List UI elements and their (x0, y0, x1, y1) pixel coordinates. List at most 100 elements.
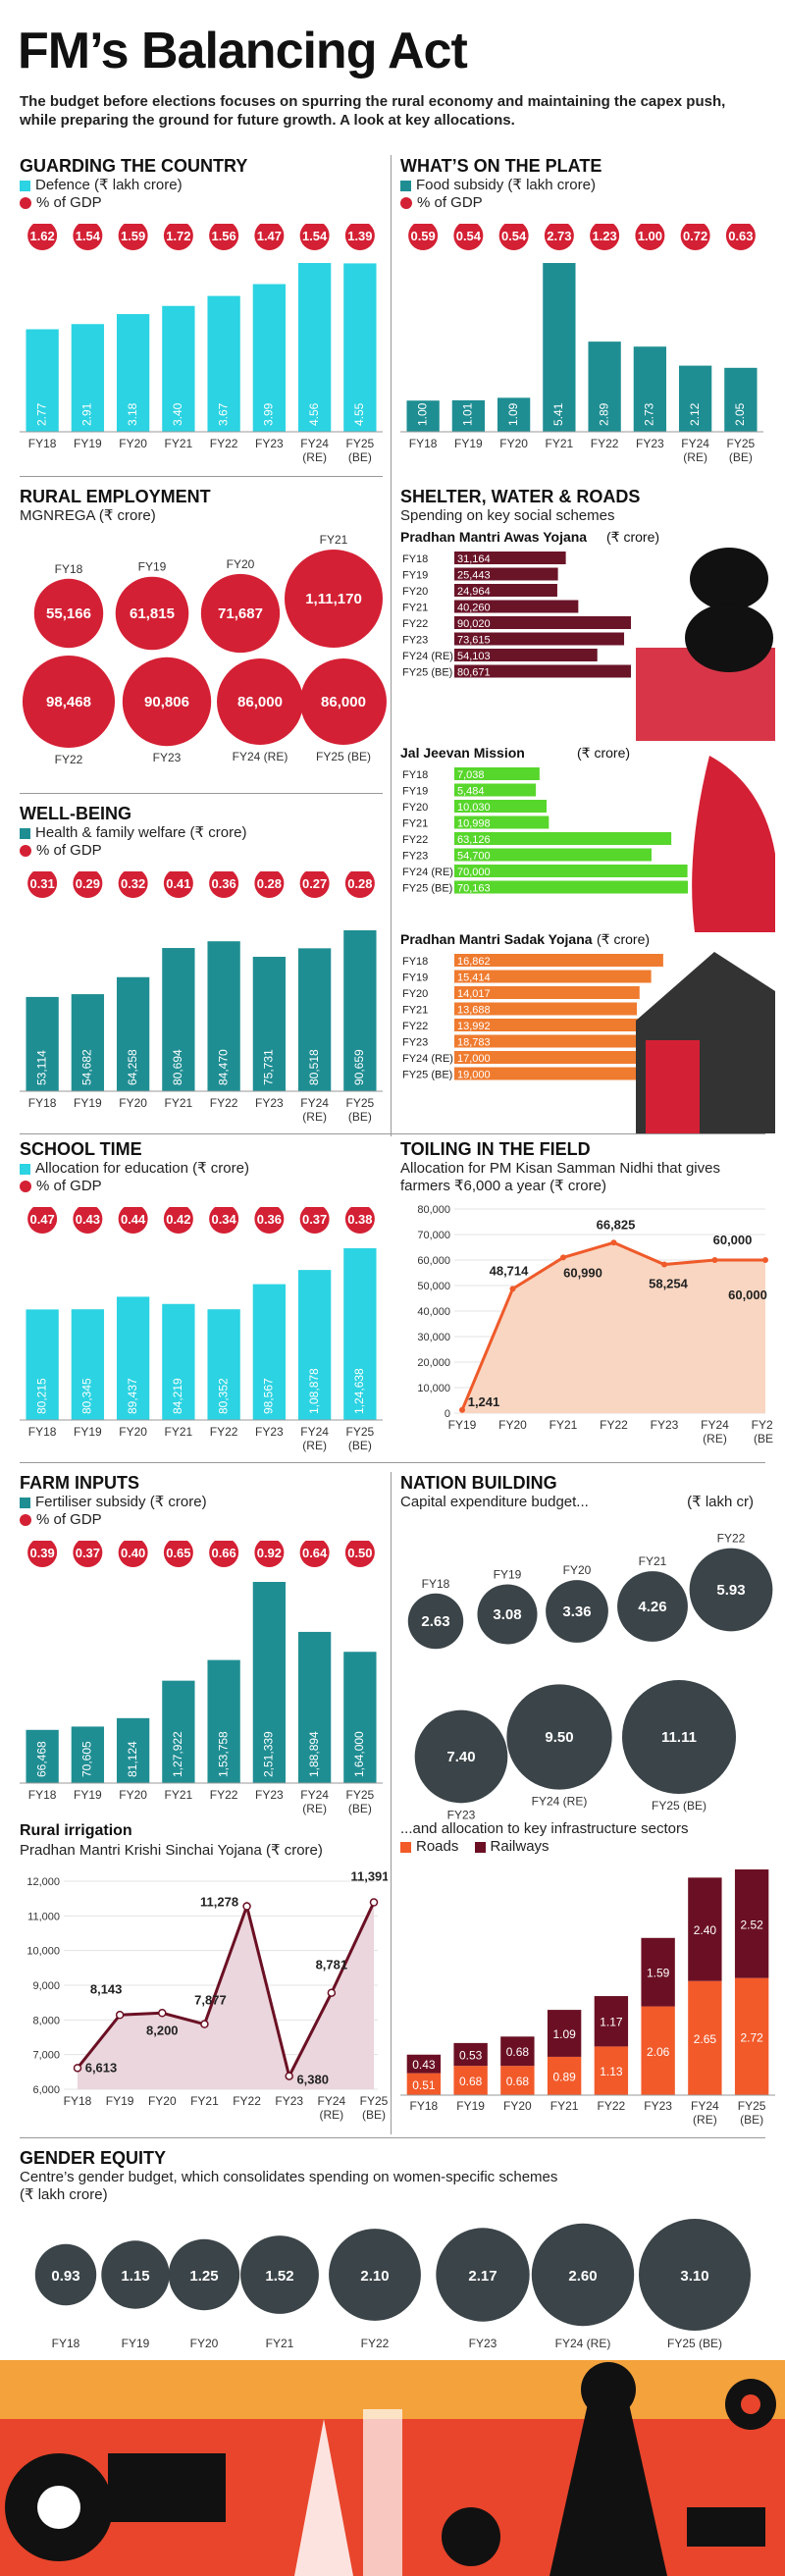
capex-chart: 2.63 FY18 3.08 FY19 3.36 FY20 4.26 FY21 5.93 FY22… (407, 1532, 773, 1820)
shelter-bar-0-7 (454, 664, 631, 678)
education-gdp-dot-3 (163, 1207, 193, 1234)
fertiliser-bar-label-7: 1,64,000 (352, 1731, 366, 1777)
fertiliser-bar-label-6: 1,88,894 (307, 1731, 321, 1777)
gdp-dot (20, 1514, 31, 1527)
gender-bubble-label-4: FY22 (361, 2337, 390, 2350)
gender-bubble-value-6: 2.60 (568, 2268, 597, 2285)
food-bar-label-7: 2.05 (733, 402, 747, 426)
irrigation-category-6: FY24 (318, 2094, 346, 2108)
education-title: SCHOOL TIME (20, 1139, 142, 1159)
education-bar-7 (343, 1248, 377, 1420)
fertiliser-gdp-dot-1 (73, 1541, 103, 1567)
infra-railways-label-7: 2.52 (740, 1918, 763, 1931)
mgnrega-bubble-label-5: FY23 (153, 751, 182, 764)
health-legend-bar-text: Health & family welfare (₹ crore) (35, 824, 247, 841)
shelter-bar-label-0-0: 31,164 (457, 553, 491, 565)
defence-gdp-label-0: 1.62 (29, 229, 54, 243)
kisan-category-0: FY19 (448, 1418, 477, 1432)
defence-category-6-sub: (RE) (302, 450, 327, 464)
tower-icon (363, 2409, 402, 2576)
infra-railways-bar-2 (500, 2036, 535, 2067)
shelter-scheme-unit-0: (₹ crore) (606, 530, 659, 545)
horizontal-divider-5 (20, 2137, 765, 2138)
health-bar-7 (343, 930, 377, 1091)
capex-bubble-label-2: FY20 (563, 1563, 592, 1577)
mgnrega-bubble-3 (285, 550, 383, 648)
food-gdp-label-2: 0.54 (501, 229, 527, 243)
defence-gdp-dot-5 (254, 224, 285, 250)
irrigation-value-label-3: 7,877 (194, 1993, 227, 2008)
gender-bubble-value-3: 1.52 (265, 2268, 293, 2285)
irrigation-point-4 (242, 1902, 251, 1911)
education-bar-1 (71, 1309, 105, 1420)
education-gdp-label-5: 0.36 (257, 1212, 282, 1227)
shelter-category-1-4: FY22 (402, 834, 428, 846)
irrigation-category-5: FY23 (275, 2094, 303, 2108)
mgnrega-title: RURAL EMPLOYMENT (20, 487, 211, 506)
shelter-title: SHELTER, WATER & ROADS (400, 487, 641, 506)
food-gdp-label-3: 2.73 (547, 229, 571, 243)
capex-bubble-5 (414, 1709, 508, 1804)
irrigation-value-label-1: 8,143 (90, 1981, 123, 1996)
shelter-bar-0-0 (454, 552, 566, 564)
shelter-bar-2-7 (454, 1067, 680, 1080)
shelter-category-1-1: FY19 (402, 786, 428, 798)
kisan-ytick-5: 50,000 (417, 1281, 450, 1292)
gender-bubble-value-0: 0.93 (51, 2268, 79, 2285)
education-legend-bar: Allocation for education (₹ crore) (20, 1160, 383, 1178)
horizontal-divider-1 (20, 476, 383, 477)
kisan-value-label-4: 58,254 (649, 1277, 689, 1291)
gender-bubble-label-2: FY20 (190, 2337, 219, 2350)
capex-bubble-value-1: 3.08 (493, 1606, 521, 1623)
irrigation-ytick-4: 10,000 (26, 1946, 60, 1958)
infra-railways-label-5: 1.59 (647, 1967, 670, 1980)
fertiliser-bar-2 (116, 1717, 150, 1783)
defence-bar-label-5: 3.99 (262, 402, 276, 426)
education-gdp-label-3: 0.42 (166, 1212, 190, 1227)
fertiliser-chart: 0.39 0.37 0.40 0.65 0.66 0.92 0.64 0.50 66,468 FY… (20, 1541, 383, 1815)
food-gdp-label-4: 1.23 (592, 229, 616, 243)
education-bar-0 (26, 1309, 59, 1420)
page-subtitle: The budget before elections focuses on s… (20, 93, 726, 129)
fertiliser-bar-label-0: 66,468 (34, 1741, 48, 1777)
mgnrega-bubble-6 (217, 658, 303, 745)
defence-gdp-dot-0 (27, 224, 58, 250)
infra-railways-bar-5 (641, 1937, 675, 2007)
health-gdp-label-1: 0.29 (76, 876, 100, 891)
food-bar-label-2: 1.09 (506, 402, 520, 426)
food-gdp-dot-1 (453, 224, 484, 250)
defence-bar-1 (71, 324, 105, 432)
mgnrega-bubble-value-4: 98,468 (46, 694, 91, 710)
defence-category-0: FY18 (28, 437, 57, 450)
fertiliser-category-5: FY23 (255, 1788, 284, 1802)
shelter-category-1-5: FY23 (402, 851, 428, 863)
infra-category-4: FY22 (598, 2099, 626, 2113)
capex-subtitle-text: Capital expenditure budget... (400, 1494, 589, 1510)
food-bar-label-4: 2.89 (597, 402, 610, 426)
gender-bubble-label-5: FY23 (469, 2337, 497, 2350)
education-gdp-label-0: 0.47 (29, 1212, 54, 1227)
infra-category-2: FY20 (503, 2099, 532, 2113)
defence-gdp-dot-7 (344, 224, 375, 250)
irrigation-category-2: FY20 (148, 2094, 177, 2108)
education-gdp-label-7: 0.38 (347, 1212, 372, 1227)
health-category-5: FY23 (255, 1096, 284, 1110)
food-category-6-sub: (RE) (683, 450, 707, 464)
water-pot-icon-2 (685, 604, 773, 672)
capex-bubble-label-1: FY19 (494, 1567, 522, 1581)
education-gdp-dot-0 (27, 1207, 58, 1234)
irrigation-section: Rural irrigation Pradhan Mantri Krishi S… (20, 1820, 383, 1860)
health-bar-6 (297, 948, 332, 1091)
infra-category-5: FY23 (644, 2099, 672, 2113)
mgnrega-bubble-4 (22, 655, 116, 749)
food-category-7-sub: (BE) (729, 450, 753, 464)
fertiliser-gdp-label-7: 0.50 (347, 1546, 372, 1560)
shelter-bar-2-1 (454, 970, 652, 983)
kisan-point-3 (610, 1239, 617, 1246)
fertiliser-legend-bar-text: Fertiliser subsidy (₹ crore) (35, 1494, 207, 1510)
food-bar-label-1: 1.01 (461, 402, 475, 426)
shelter-scheme-unit-2: (₹ crore) (597, 931, 650, 947)
irrigation-point-1 (115, 2011, 125, 2020)
food-bar-6 (678, 365, 712, 432)
irrigation-area (78, 1902, 374, 2089)
